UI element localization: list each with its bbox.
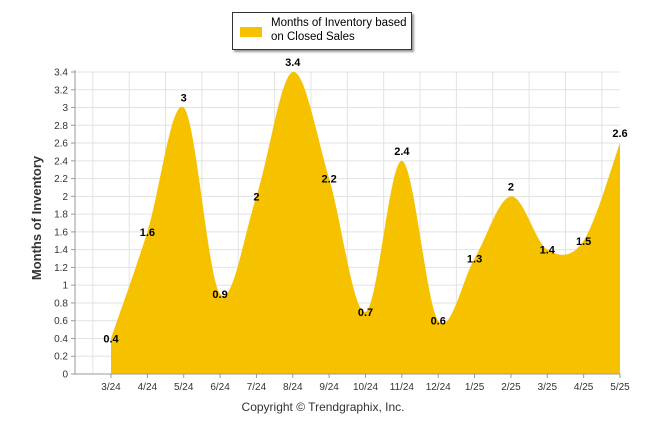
x-tick-label-3: 6/24 <box>210 382 230 393</box>
y-axis-title: Months of Inventory <box>29 155 44 280</box>
x-tick-label-10: 1/25 <box>465 382 485 393</box>
x-tick-label-6: 9/24 <box>319 382 339 393</box>
x-tick-label-8: 11/24 <box>390 382 415 393</box>
y-axis-ticks: 0 0.2 0.4 0.6 0.8 1 1.2 1.4 1.6 1.8 2 2.2 2.4 2.6 2.8 3… <box>54 68 75 381</box>
y-tick-label-6: 1.2 <box>54 263 68 274</box>
y-tick-label-5: 1 <box>62 281 68 292</box>
y-tick-label-14: 2.8 <box>54 121 68 132</box>
data-label-10: 1.3 <box>467 254 482 266</box>
x-tick-label-9: 12/24 <box>426 382 451 393</box>
y-tick-label-16: 3.2 <box>54 85 68 96</box>
y-tick-label-10: 2 <box>62 192 68 203</box>
series-area <box>111 71 620 374</box>
data-label-5: 3.4 <box>285 57 301 69</box>
x-axis-ticks: 3/24 4/24 5/24 6/24 7/24 8/24 9/24 10/24 11/24 12… <box>101 374 630 393</box>
data-labels: 0.4 1.6 3 0.9 2 3.4 2.2 0.7 2.4 0.6 1.3 2 1.4 1.5 2.6 <box>103 57 627 345</box>
data-label-7: 0.7 <box>358 307 373 319</box>
legend-label: Months of Inventory based on Closed Sale… <box>271 17 407 43</box>
y-tick-label-8: 1.6 <box>54 227 68 238</box>
x-tick-label-0: 3/24 <box>101 382 121 393</box>
y-tick-label-4: 0.8 <box>54 298 68 309</box>
x-tick-label-12: 3/25 <box>538 382 558 393</box>
legend: Months of Inventory based on Closed Sale… <box>232 12 412 50</box>
data-label-11: 2 <box>508 181 514 193</box>
data-label-1: 1.6 <box>140 227 155 239</box>
x-tick-label-7: 10/24 <box>353 382 378 393</box>
y-tick-label-7: 1.4 <box>54 245 68 256</box>
data-label-8: 2.4 <box>394 146 410 158</box>
data-label-6: 2.2 <box>321 174 336 186</box>
data-label-9: 0.6 <box>431 316 446 328</box>
x-tick-label-5: 8/24 <box>283 382 303 393</box>
x-tick-label-1: 4/24 <box>138 382 158 393</box>
y-tick-label-13: 2.6 <box>54 139 68 150</box>
y-tick-label-9: 1.8 <box>54 210 68 221</box>
x-tick-label-4: 7/24 <box>247 382 267 393</box>
y-tick-label-15: 3 <box>62 103 68 114</box>
y-tick-label-11: 2.2 <box>54 174 68 185</box>
y-tick-label-1: 0.2 <box>54 352 68 363</box>
data-label-14: 2.6 <box>612 128 627 140</box>
y-tick-label-3: 0.6 <box>54 316 68 327</box>
x-tick-label-13: 4/25 <box>574 382 594 393</box>
y-tick-label-0: 0 <box>62 370 68 381</box>
data-label-2: 3 <box>181 93 187 105</box>
data-label-12: 1.4 <box>540 245 556 257</box>
data-label-0: 0.4 <box>103 333 119 345</box>
copyright-text: Copyright © Trendgraphix, Inc. <box>241 400 405 414</box>
y-tick-label-2: 0.4 <box>54 334 68 345</box>
x-tick-label-2: 5/24 <box>174 382 194 393</box>
x-tick-label-11: 2/25 <box>501 382 521 393</box>
legend-swatch <box>240 27 262 37</box>
x-tick-label-14: 5/25 <box>610 382 630 393</box>
data-label-4: 2 <box>253 191 259 203</box>
y-tick-label-17: 3.4 <box>54 68 68 79</box>
data-label-3: 0.9 <box>212 289 227 301</box>
data-label-13: 1.5 <box>576 236 591 248</box>
y-tick-label-12: 2.4 <box>54 156 68 167</box>
